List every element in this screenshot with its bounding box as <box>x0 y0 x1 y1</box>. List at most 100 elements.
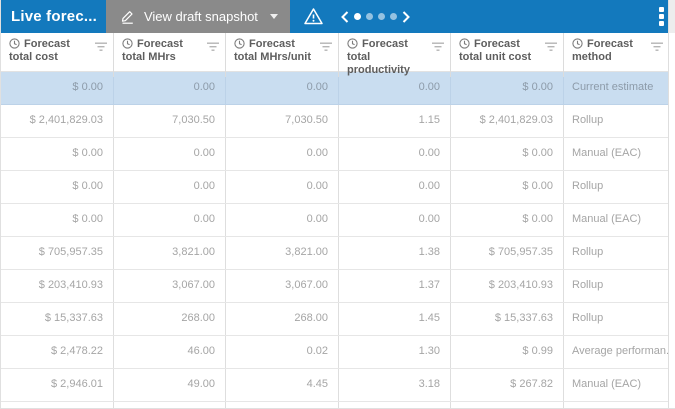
cell-forecast-total-productivity[interactable]: 0.00 <box>339 72 451 104</box>
cell-forecast-total-unit-cost[interactable]: $ 0.00 <box>451 171 564 203</box>
table-row[interactable]: $ 0.00 0.00 0.00 0.00 $ 0.00 Manual (EAC… <box>1 204 669 237</box>
cell-forecast-total-mhrs-unit[interactable]: 4.45 <box>226 369 339 401</box>
cell-forecast-method[interactable]: Rollup <box>572 246 604 258</box>
cell-forecast-total-productivity[interactable]: 0.00 <box>339 138 451 170</box>
cell-forecast-total-productivity[interactable]: 0.00 <box>339 204 451 236</box>
filter-icon[interactable] <box>544 42 558 52</box>
column-header-forecast-total-productivity[interactable]: Forecast total productivity <box>339 33 451 77</box>
cell-forecast-total-unit-cost[interactable]: $ 0.00 <box>451 204 564 236</box>
cell-forecast-total-cost[interactable]: $ 15,337.63 <box>1 303 114 335</box>
cell-forecast-total-unit-cost[interactable]: $ 705,957.35 <box>451 237 564 269</box>
cell-forecast-total-cost[interactable]: $ 0.00 <box>1 204 114 236</box>
cell-forecast-method[interactable]: Rollup <box>572 279 604 291</box>
cell-forecast-total-mhrs[interactable]: 0.00 <box>114 204 226 236</box>
table-row[interactable]: $ 15,337.63 268.00 268.00 1.45 $ 15,337.… <box>1 303 669 336</box>
cell-forecast-total-mhrs[interactable]: 7,030.50 <box>114 105 226 137</box>
pager-dot[interactable] <box>377 13 385 20</box>
column-header-label: Forecast total productivity <box>347 38 410 76</box>
filter-icon[interactable] <box>431 42 445 52</box>
cell-forecast-total-cost[interactable]: $ 705,957.35 <box>1 237 114 269</box>
cell-forecast-total-mhrs-unit[interactable]: 0.00 <box>226 204 339 236</box>
column-header-forecast-method[interactable]: Forecast method <box>564 33 669 77</box>
clock-icon <box>459 38 470 49</box>
cell-forecast-total-cost[interactable]: $ 2,401,829.03 <box>1 105 114 137</box>
table-row[interactable]: $ 2,946.01 49.00 4.45 3.18 $ 267.82 Manu… <box>1 369 669 402</box>
cell-forecast-total-unit-cost[interactable]: $ 267.82 <box>451 369 564 401</box>
filter-icon[interactable] <box>650 42 664 52</box>
cell-forecast-total-mhrs[interactable]: 3,067.00 <box>114 270 226 302</box>
cell-forecast-total-unit-cost[interactable]: $ 15,337.63 <box>451 303 564 335</box>
cell-forecast-total-mhrs[interactable]: 0.00 <box>114 171 226 203</box>
column-header-forecast-total-mhrs[interactable]: Forecast total MHrs <box>114 33 226 77</box>
cell-forecast-method[interactable]: Average performan... <box>572 345 669 357</box>
cell-forecast-total-productivity[interactable]: 1.15 <box>339 105 451 137</box>
filter-icon[interactable] <box>319 42 333 52</box>
table-row[interactable]: $ 0.00 0.00 0.00 0.00 $ 0.00 Rollup <box>1 171 669 204</box>
table-row-partial <box>1 402 669 408</box>
cell-forecast-total-mhrs[interactable]: 0.00 <box>114 72 226 104</box>
pager-dot[interactable] <box>389 13 397 20</box>
cell-forecast-total-mhrs-unit[interactable]: 0.00 <box>226 171 339 203</box>
cell-forecast-total-cost[interactable]: $ 2,946.01 <box>1 369 114 401</box>
cell-forecast-method[interactable]: Manual (EAC) <box>572 213 642 225</box>
filter-icon[interactable] <box>94 42 108 52</box>
cell-forecast-total-productivity[interactable]: 1.45 <box>339 303 451 335</box>
table-row[interactable]: $ 0.00 0.00 0.00 0.00 $ 0.00 Current est… <box>1 72 669 105</box>
column-header-label: Forecast total MHrs/unit <box>234 38 311 63</box>
grid-header-row: Forecast total cost Forecast total MHrs … <box>1 33 669 77</box>
column-header-label: Forecast total cost <box>9 38 70 63</box>
table-row[interactable]: $ 705,957.35 3,821.00 3,821.00 1.38 $ 70… <box>1 237 669 270</box>
scrollbar-gutter[interactable] <box>668 0 675 408</box>
cell-forecast-total-unit-cost[interactable]: $ 2,401,829.03 <box>451 105 564 137</box>
cell-forecast-total-mhrs-unit[interactable]: 3,821.00 <box>226 237 339 269</box>
cell-forecast-total-unit-cost[interactable]: $ 0.00 <box>451 138 564 170</box>
cell-forecast-total-productivity[interactable]: 1.30 <box>339 336 451 368</box>
pager-dot[interactable] <box>353 13 361 20</box>
cell-forecast-total-mhrs[interactable]: 0.00 <box>114 138 226 170</box>
cell-forecast-total-mhrs-unit[interactable]: 7,030.50 <box>226 105 339 137</box>
filter-icon[interactable] <box>206 42 220 52</box>
cell-forecast-total-cost[interactable]: $ 0.00 <box>1 72 114 104</box>
page-title: Live forec... <box>11 8 97 25</box>
cell-forecast-method[interactable]: Manual (EAC) <box>572 378 642 390</box>
cell-forecast-total-mhrs[interactable]: 3,821.00 <box>114 237 226 269</box>
cell-forecast-method[interactable]: Rollup <box>572 180 604 192</box>
cell-forecast-total-cost[interactable]: $ 0.00 <box>1 171 114 203</box>
cell-forecast-total-mhrs[interactable]: 268.00 <box>114 303 226 335</box>
cell-forecast-total-unit-cost[interactable]: $ 0.99 <box>451 336 564 368</box>
table-row[interactable]: $ 0.00 0.00 0.00 0.00 $ 0.00 Manual (EAC… <box>1 138 669 171</box>
chevron-left-icon[interactable] <box>341 10 349 23</box>
column-header-forecast-total-mhrs-unit[interactable]: Forecast total MHrs/unit <box>226 33 339 77</box>
kebab-menu-icon[interactable] <box>659 7 664 26</box>
cell-forecast-total-productivity[interactable]: 1.37 <box>339 270 451 302</box>
cell-forecast-total-mhrs-unit[interactable]: 0.02 <box>226 336 339 368</box>
cell-forecast-total-unit-cost[interactable]: $ 0.00 <box>451 72 564 104</box>
cell-forecast-total-cost[interactable]: $ 0.00 <box>1 138 114 170</box>
cell-forecast-total-mhrs-unit[interactable]: 0.00 <box>226 72 339 104</box>
chevron-right-icon[interactable] <box>402 10 410 23</box>
cell-forecast-total-cost[interactable]: $ 203,410.93 <box>1 270 114 302</box>
view-draft-snapshot-button[interactable]: View draft snapshot <box>105 0 290 33</box>
table-row[interactable]: $ 203,410.93 3,067.00 3,067.00 1.37 $ 20… <box>1 270 669 303</box>
pager-dot[interactable] <box>365 13 373 20</box>
cell-forecast-total-mhrs-unit[interactable]: 3,067.00 <box>226 270 339 302</box>
cell-forecast-total-productivity[interactable]: 3.18 <box>339 369 451 401</box>
pencil-icon <box>120 9 135 24</box>
cell-forecast-total-unit-cost[interactable]: $ 203,410.93 <box>451 270 564 302</box>
table-row[interactable]: $ 2,478.22 46.00 0.02 1.30 $ 0.99 Averag… <box>1 336 669 369</box>
table-row[interactable]: $ 2,401,829.03 7,030.50 7,030.50 1.15 $ … <box>1 105 669 138</box>
cell-forecast-method[interactable]: Rollup <box>572 114 604 126</box>
column-header-forecast-total-cost[interactable]: Forecast total cost <box>1 33 114 77</box>
cell-forecast-total-mhrs-unit[interactable]: 0.00 <box>226 138 339 170</box>
warning-triangle-icon[interactable] <box>303 7 324 26</box>
cell-forecast-total-mhrs[interactable]: 49.00 <box>114 369 226 401</box>
cell-forecast-total-mhrs-unit[interactable]: 268.00 <box>226 303 339 335</box>
cell-forecast-total-productivity[interactable]: 0.00 <box>339 171 451 203</box>
cell-forecast-method[interactable]: Rollup <box>572 312 604 324</box>
cell-forecast-total-cost[interactable]: $ 2,478.22 <box>1 336 114 368</box>
cell-forecast-total-mhrs[interactable]: 46.00 <box>114 336 226 368</box>
column-header-label: Forecast total unit cost <box>459 38 532 63</box>
cell-forecast-total-productivity[interactable]: 1.38 <box>339 237 451 269</box>
column-header-forecast-total-unit-cost[interactable]: Forecast total unit cost <box>451 33 564 77</box>
cell-forecast-method[interactable]: Manual (EAC) <box>572 147 642 159</box>
